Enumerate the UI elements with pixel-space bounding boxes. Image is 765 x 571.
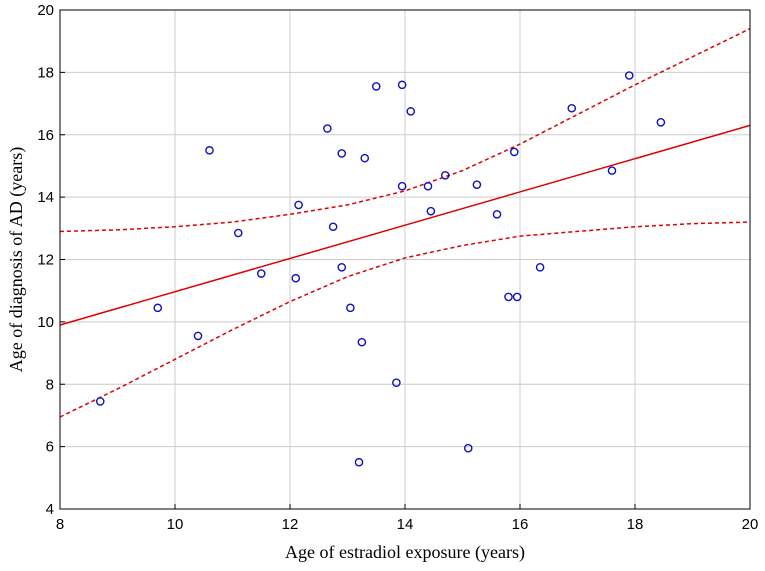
data-point-3 <box>193 331 203 341</box>
x-axis-title: Age of estradiol exposure (years) <box>285 542 525 563</box>
x-tick-label-10: 10 <box>167 516 184 533</box>
data-point-24 <box>440 170 450 180</box>
data-point-7 <box>291 273 301 283</box>
confidence-lower-curve <box>59 221 751 418</box>
regression-line <box>59 124 751 326</box>
y-tick-labels: 4 6 8 10 12 14 16 18 20 <box>37 2 54 518</box>
data-point-11 <box>337 262 347 272</box>
data-point-16 <box>360 153 370 163</box>
axis-ticks <box>59 9 751 510</box>
data-point-33 <box>607 166 617 175</box>
x-tick-label-12: 12 <box>282 516 299 533</box>
data-points <box>95 71 666 467</box>
y-axis-title: Age of diagnosis of AD (years) <box>6 147 27 372</box>
confidence-band <box>59 28 751 418</box>
data-point-6 <box>256 269 266 278</box>
grid <box>60 10 750 509</box>
data-point-8 <box>294 200 303 210</box>
data-point-4 <box>205 146 214 155</box>
data-point-26 <box>472 180 482 189</box>
data-point-25 <box>463 443 473 453</box>
data-point-22 <box>423 181 433 191</box>
data-point-34 <box>624 71 634 80</box>
data-point-31 <box>535 262 545 272</box>
data-point-10 <box>328 222 338 232</box>
data-point-1 <box>95 397 105 406</box>
data-point-13 <box>346 303 355 313</box>
y-tick-label-12: 12 <box>37 252 54 269</box>
data-point-9 <box>323 124 332 133</box>
data-point-29 <box>509 147 519 157</box>
data-point-35 <box>656 117 666 127</box>
data-point-23 <box>426 206 436 216</box>
data-point-5 <box>233 228 243 238</box>
y-tick-label-8: 8 <box>46 376 54 393</box>
data-point-19 <box>397 181 407 191</box>
data-point-32 <box>567 103 577 113</box>
data-point-15 <box>357 337 367 347</box>
x-tick-label-8: 8 <box>56 516 64 533</box>
y-tick-label-20: 20 <box>37 2 54 19</box>
data-point-12 <box>337 149 347 158</box>
y-tick-label-18: 18 <box>37 64 54 81</box>
x-tick-label-16: 16 <box>512 516 529 533</box>
y-tick-label-6: 6 <box>46 439 54 456</box>
data-point-2 <box>153 303 163 313</box>
data-point-17 <box>371 82 381 91</box>
confidence-upper-curve <box>59 28 751 233</box>
y-tick-label-14: 14 <box>37 189 54 206</box>
x-tick-label-18: 18 <box>627 516 644 533</box>
regression-fit <box>59 124 751 326</box>
data-point-14 <box>354 457 364 467</box>
x-tick-labels: 8 10 12 14 16 18 20 <box>56 516 759 533</box>
data-point-28 <box>504 292 513 302</box>
y-tick-label-16: 16 <box>37 127 54 144</box>
x-tick-label-20: 20 <box>742 516 759 533</box>
y-tick-label-4: 4 <box>46 501 54 518</box>
data-point-18 <box>392 378 401 387</box>
data-point-20 <box>397 80 407 90</box>
y-tick-label-10: 10 <box>37 314 54 331</box>
x-tick-label-14: 14 <box>397 516 414 533</box>
data-point-21 <box>406 107 416 116</box>
data-point-27 <box>492 209 502 219</box>
data-point-30 <box>512 292 522 302</box>
